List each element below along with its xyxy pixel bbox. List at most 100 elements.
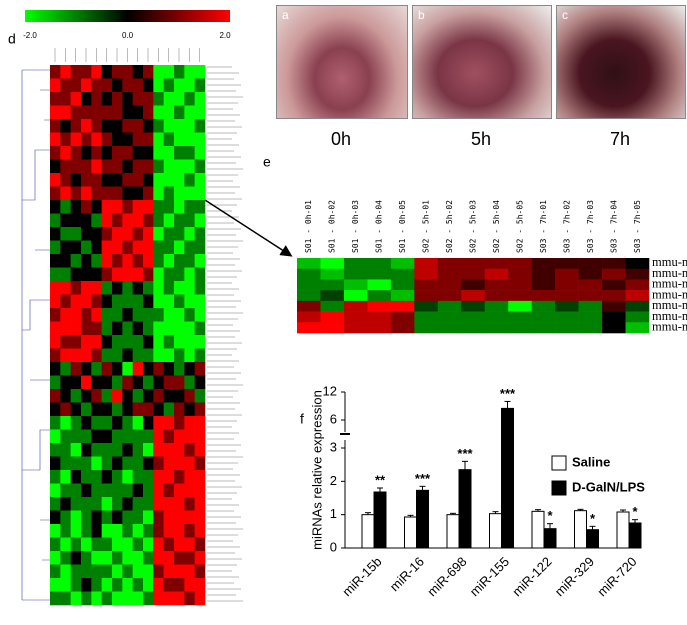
heatmap-cell <box>174 281 185 295</box>
heatmap-cell <box>153 551 164 565</box>
heatmap-cell <box>143 497 154 511</box>
heatmap-cell <box>112 456 123 471</box>
heatmap-cell <box>101 267 113 282</box>
heatmap-cell <box>81 281 92 295</box>
heatmap-cell <box>122 524 133 538</box>
heatmap-cell <box>174 510 185 525</box>
heatmap-cell <box>194 308 206 322</box>
heatmap-cell <box>112 321 123 336</box>
heatmap-cell <box>174 308 185 322</box>
heatmap-cell <box>194 281 206 295</box>
heatmap-cell <box>60 213 71 228</box>
heatmap-cell <box>390 322 415 334</box>
heatmap-cell <box>70 578 82 592</box>
heatmap-cell <box>81 132 92 147</box>
heatmap-cell <box>143 537 154 552</box>
heatmap-cell <box>184 564 195 579</box>
heatmap-cell <box>174 294 185 309</box>
heatmap-cell <box>153 119 164 133</box>
heatmap-cell <box>461 311 486 323</box>
heatmap-cell <box>143 119 154 133</box>
heatmap-cell <box>122 240 133 255</box>
heatmap-cell <box>132 591 144 606</box>
heatmap-cell <box>91 132 102 147</box>
heatmap-cell <box>143 200 154 214</box>
significance: * <box>632 504 638 519</box>
heatmap-cell <box>50 173 61 187</box>
heatmap-cell <box>101 456 113 471</box>
y-tick-label: 12 <box>323 383 337 398</box>
heatmap-cell <box>50 213 61 228</box>
heatmap-cell <box>163 483 175 498</box>
heatmap-cell <box>91 429 102 444</box>
heatmap-cell <box>60 591 71 606</box>
heatmap-cell <box>461 258 486 270</box>
heatmap-cell <box>143 524 154 538</box>
x-tick-label: miR-698 <box>424 554 469 599</box>
heatmap-cell <box>112 254 123 268</box>
heatmap-cell <box>184 456 195 471</box>
heatmap-cell <box>101 389 113 403</box>
heatmap-cell <box>132 132 144 147</box>
heatmap-cell <box>50 551 61 565</box>
heatmap-cell <box>184 240 195 255</box>
heatmap-cell <box>132 200 144 214</box>
heatmap-cell <box>112 308 123 322</box>
heatmap-cell <box>194 267 206 282</box>
heatmap-cell <box>112 227 123 241</box>
heatmap-cell <box>184 254 195 268</box>
heatmap-cell <box>367 300 392 312</box>
heatmap-cell <box>70 483 82 498</box>
heatmap-cell <box>70 321 82 336</box>
heatmap-cell <box>625 300 650 312</box>
heatmap-cell <box>122 321 133 336</box>
x-tick-label: miR-155 <box>467 554 512 599</box>
heatmap-cell <box>81 483 92 498</box>
heatmap-cell <box>437 290 462 302</box>
heatmap-cell <box>112 510 123 525</box>
heatmap-cell <box>132 159 144 174</box>
heatmap-cell <box>297 311 321 323</box>
heatmap-cell <box>143 267 154 282</box>
heatmap-cell <box>122 186 133 201</box>
heatmap-cell <box>50 564 61 579</box>
heatmap-cell <box>153 510 164 525</box>
heatmap-cell <box>132 443 144 457</box>
heatmap-cell <box>143 132 154 147</box>
heatmap-cell <box>174 267 185 282</box>
heatmap-cell <box>91 551 102 565</box>
heatmap-cell <box>461 268 486 280</box>
heatmap-cell <box>153 362 164 376</box>
heatmap-cell <box>81 591 92 606</box>
heatmap-cell <box>143 402 154 417</box>
heatmap-cell <box>101 429 113 444</box>
heatmap-cell <box>101 105 113 120</box>
heatmap-cell <box>461 300 486 312</box>
heatmap-cell <box>132 416 144 430</box>
bar <box>361 514 375 549</box>
heatmap-cell <box>297 290 321 302</box>
heatmap-cell <box>112 173 123 187</box>
heatmap-cell <box>70 375 82 390</box>
heatmap-cell <box>60 308 71 322</box>
heatmap-cell <box>101 470 113 484</box>
bar <box>543 528 557 549</box>
heatmap-cell <box>101 510 113 525</box>
heatmap-cell <box>60 267 71 282</box>
heatmap-cell <box>184 281 195 295</box>
heatmap-cell <box>70 200 82 214</box>
heatmap-cell <box>60 524 71 538</box>
heatmap-cell <box>112 389 123 403</box>
heatmap-cell <box>112 443 123 457</box>
heatmap-cell <box>174 200 185 214</box>
heatmap-cell <box>122 537 133 552</box>
heatmap-cell <box>112 240 123 255</box>
heatmap-cell <box>132 402 144 417</box>
heatmap-cell <box>81 321 92 336</box>
heatmap-cell <box>578 311 603 323</box>
heatmap-cell <box>194 213 206 228</box>
heatmap-cell <box>143 213 154 228</box>
heatmap-cell <box>81 92 92 106</box>
row-label: mmu-miR-16 <box>652 266 687 280</box>
